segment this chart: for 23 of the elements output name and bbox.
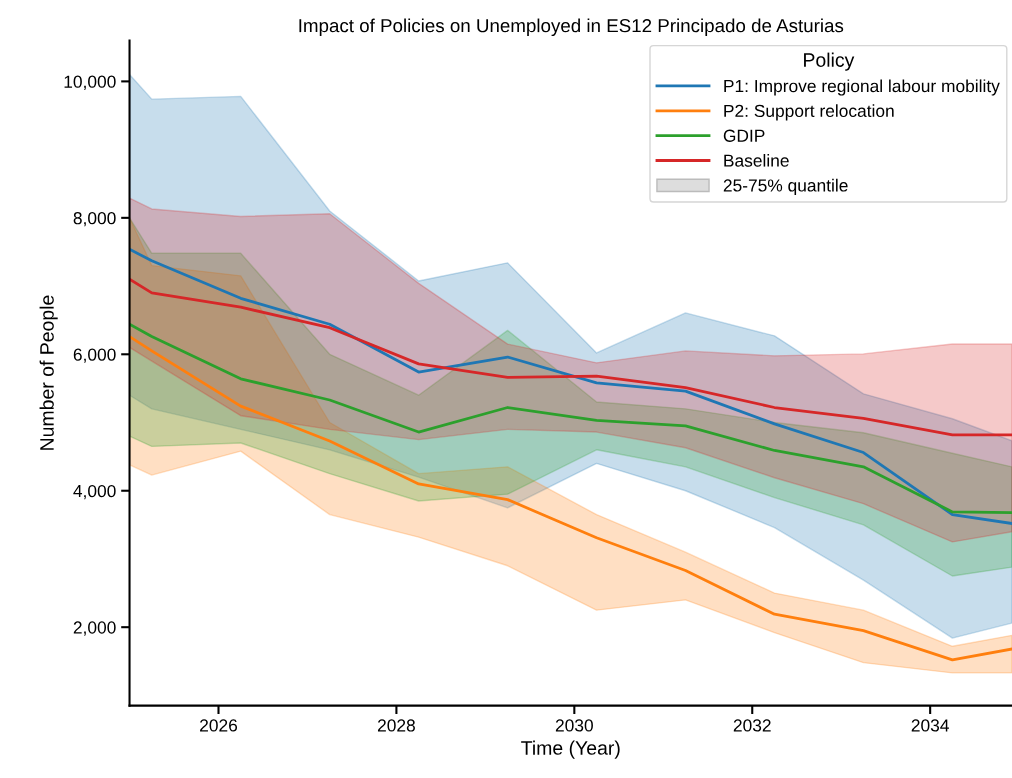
x-axis-title: Time (Year) bbox=[521, 740, 620, 759]
legend-label: GDIP bbox=[723, 129, 765, 142]
annotation: 25-75% quantile bbox=[723, 178, 848, 196]
y-tick-label: 10,000 bbox=[64, 75, 116, 90]
legend-label: P1: Improve regional labour mobility bbox=[724, 79, 1000, 96]
line-series bbox=[129, 335, 1012, 662]
line-series bbox=[129, 322, 1012, 514]
legend-label: P2: Support relocation bbox=[724, 104, 894, 121]
legend-title: Policy bbox=[804, 52, 855, 71]
x-tick-label: 2030 bbox=[555, 719, 593, 732]
x-tick-label: 2028 bbox=[377, 719, 415, 732]
y-tick-label: 4,000 bbox=[73, 484, 116, 500]
x-tick-label: 2032 bbox=[733, 719, 771, 732]
x-tick-label: 2026 bbox=[200, 719, 238, 732]
y-tick-label: 6,000 bbox=[73, 348, 116, 363]
x-tick-label: 2034 bbox=[911, 719, 949, 732]
y-tick-label: 2,000 bbox=[73, 621, 116, 636]
line-series bbox=[129, 277, 1012, 437]
y-axis-title: Number of People bbox=[39, 295, 58, 450]
y-tick-label: 8,000 bbox=[73, 212, 116, 227]
legend-label: Baseline bbox=[724, 154, 789, 167]
line-series bbox=[129, 247, 1012, 525]
chart-title: Impact of Policies on Unemployed in ES12 Principado de Asturias bbox=[299, 18, 844, 37]
